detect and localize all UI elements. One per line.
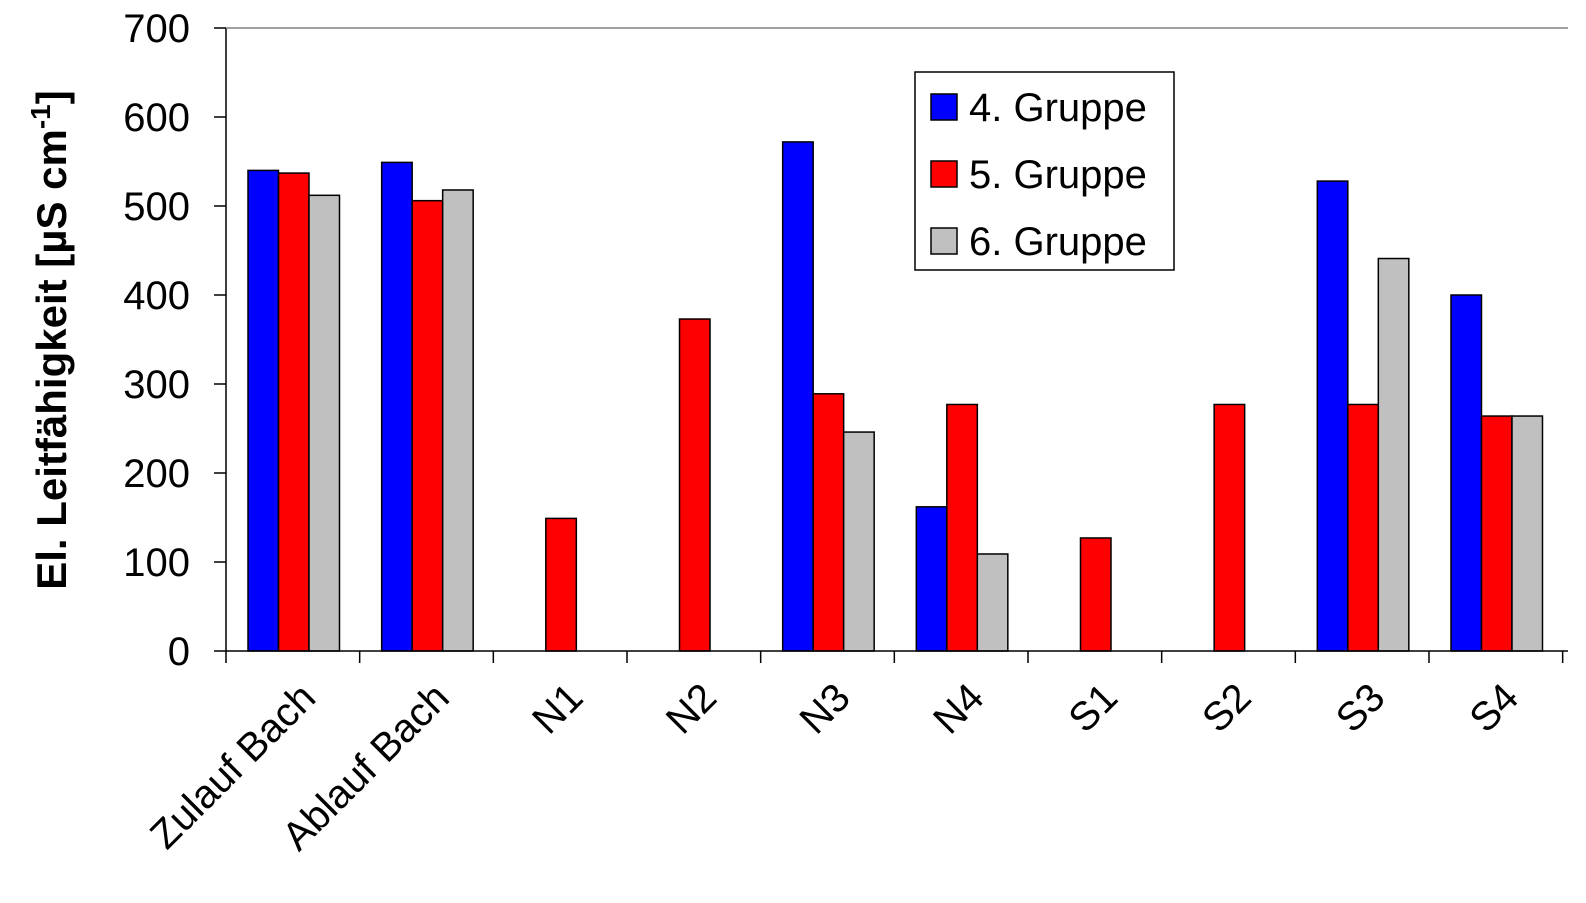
bar-6-gruppe-n4	[976, 553, 1009, 652]
category-label: N1	[524, 675, 591, 742]
bar-4-gruppe-s3	[1316, 180, 1349, 652]
legend-label: 4. Gruppe	[969, 86, 1147, 130]
y-axis-title-main: El. Leitfähigkeit [µS cm	[28, 129, 75, 590]
bars	[247, 141, 1544, 652]
bar-6-gruppe-s4	[1511, 415, 1544, 652]
bar-5-gruppe-n1	[545, 517, 578, 652]
category-label: S3	[1328, 675, 1394, 741]
bar-5-gruppe-s1	[1079, 537, 1112, 652]
y-axis-ticks: 0 100 200 300 400 500 600 700	[123, 7, 226, 674]
legend-swatch	[930, 160, 958, 188]
y-axis-title: El. Leitfähigkeit [µS cm-1]	[25, 90, 75, 590]
legend-box	[914, 71, 1175, 271]
bar-4-gruppe-n3	[781, 141, 814, 652]
y-tick-label: 200	[123, 452, 190, 496]
axes	[225, 27, 1568, 652]
y-tick-label: 0	[168, 630, 190, 674]
category-label: N4	[925, 675, 992, 742]
category-label: N3	[792, 675, 859, 742]
bar-4-gruppe-n4	[915, 506, 948, 652]
y-tick-label: 700	[123, 7, 190, 51]
bar-5-gruppe-s4	[1480, 415, 1513, 652]
legend-swatch	[930, 93, 958, 121]
y-tick-label: 300	[123, 363, 190, 407]
legend-label: 6. Gruppe	[969, 220, 1147, 264]
y-axis-title-text: El. Leitfähigkeit [µS cm-1]	[25, 90, 75, 590]
category-label: S1	[1060, 675, 1126, 741]
bar-6-gruppe-s3	[1377, 257, 1410, 652]
bar-4-gruppe-zulauf-bach	[247, 169, 280, 652]
bar-5-gruppe-s3	[1347, 403, 1380, 652]
bar-5-gruppe-s2	[1213, 403, 1246, 652]
category-label: S4	[1461, 675, 1527, 741]
category-label: N2	[658, 675, 725, 742]
bar-5-gruppe-ablauf-bach	[411, 199, 444, 652]
bar-6-gruppe-zulauf-bach	[308, 194, 341, 652]
bar-4-gruppe-ablauf-bach	[380, 161, 413, 652]
legend-label: 5. Gruppe	[969, 153, 1147, 197]
y-tick-label: 100	[123, 541, 190, 585]
bar-6-gruppe-n3	[842, 431, 875, 652]
y-axis-title-suffix: ]	[28, 90, 75, 104]
bar-5-gruppe-zulauf-bach	[277, 172, 310, 652]
bar-4-gruppe-s4	[1450, 294, 1483, 652]
bar-5-gruppe-n4	[946, 403, 979, 652]
y-tick-label: 400	[123, 274, 190, 318]
legend: 4. Gruppe 5. Gruppe 6. Gruppe	[914, 71, 1175, 271]
legend-swatch	[930, 227, 958, 255]
bar-5-gruppe-n2	[678, 318, 711, 652]
bar-5-gruppe-n3	[812, 393, 845, 652]
category-label: S2	[1194, 675, 1260, 741]
y-tick-label: 600	[123, 96, 190, 140]
y-tick-label: 500	[123, 185, 190, 229]
bar-6-gruppe-ablauf-bach	[441, 189, 474, 652]
y-axis-title-superscript: -1	[25, 104, 56, 129]
